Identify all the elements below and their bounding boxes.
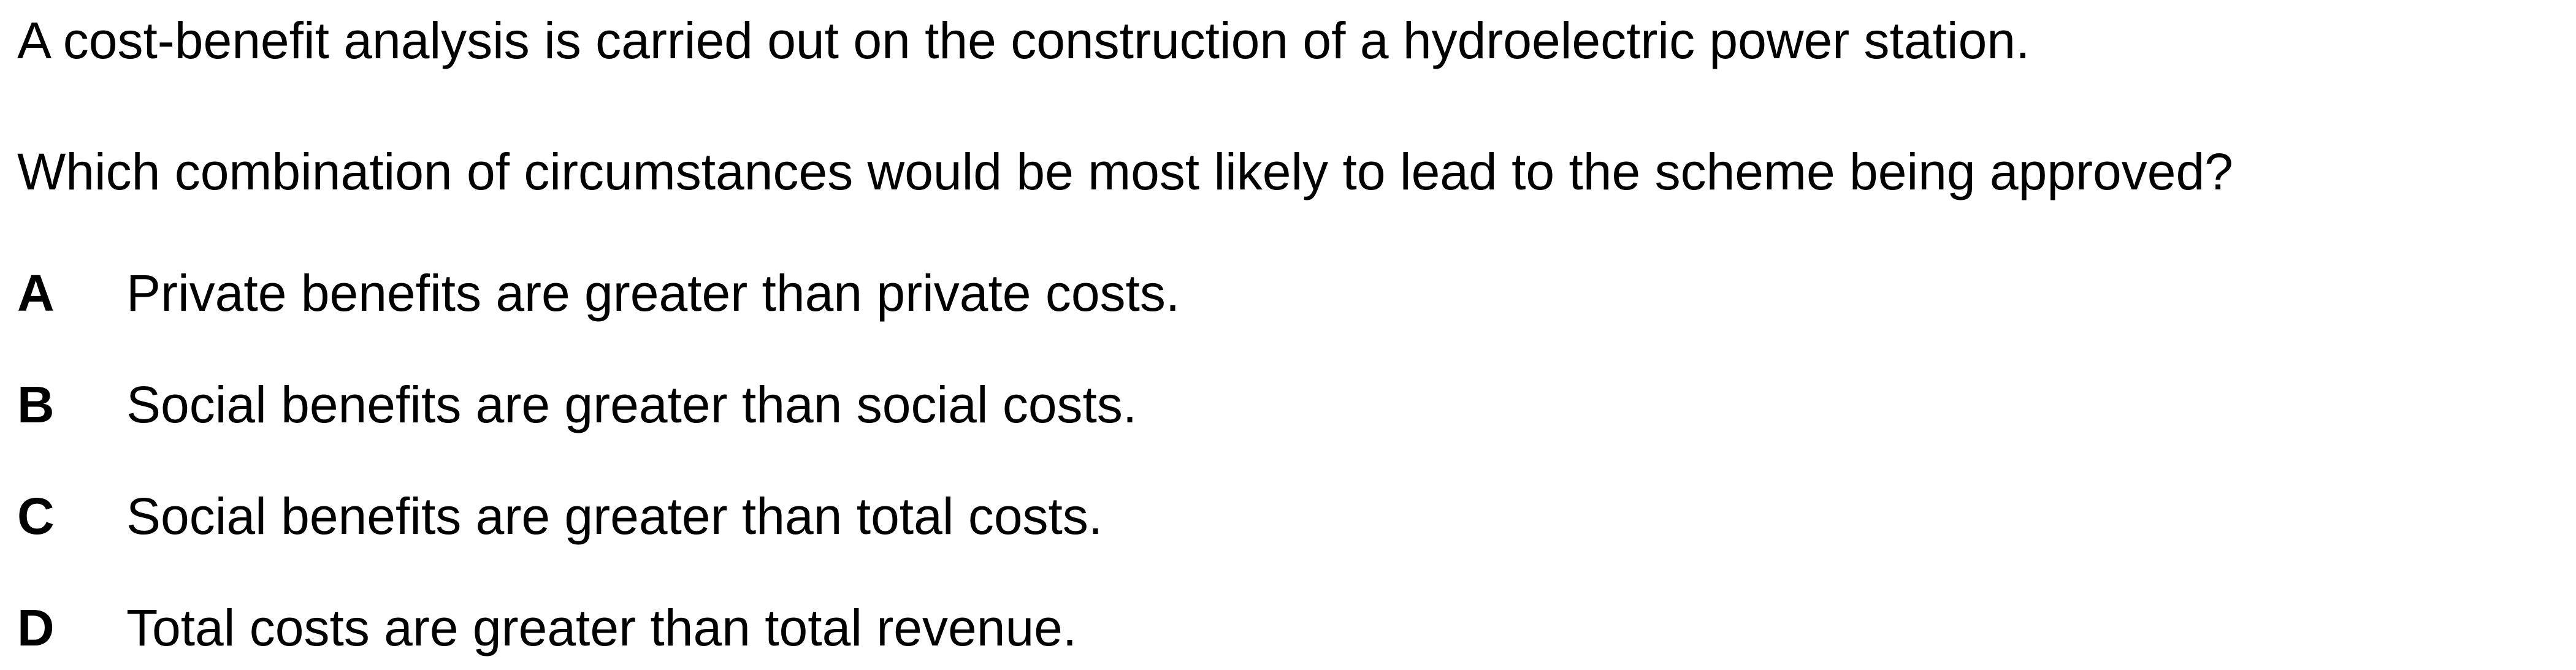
question-stem: A cost-benefit analysis is carried out o…	[17, 12, 2030, 69]
option-b-letter: B	[17, 376, 55, 433]
option-a-letter: A	[17, 264, 55, 322]
option-c-letter: C	[17, 487, 55, 545]
option-d-letter: D	[17, 599, 55, 657]
option-c-text: Social benefits are greater than total c…	[126, 487, 1103, 545]
option-d-text: Total costs are greater than total reven…	[126, 599, 1077, 657]
option-a-text: Private benefits are greater than privat…	[126, 264, 1180, 322]
option-b-text: Social benefits are greater than social …	[126, 376, 1137, 433]
question-prompt: Which combination of circumstances would…	[17, 143, 2233, 200]
